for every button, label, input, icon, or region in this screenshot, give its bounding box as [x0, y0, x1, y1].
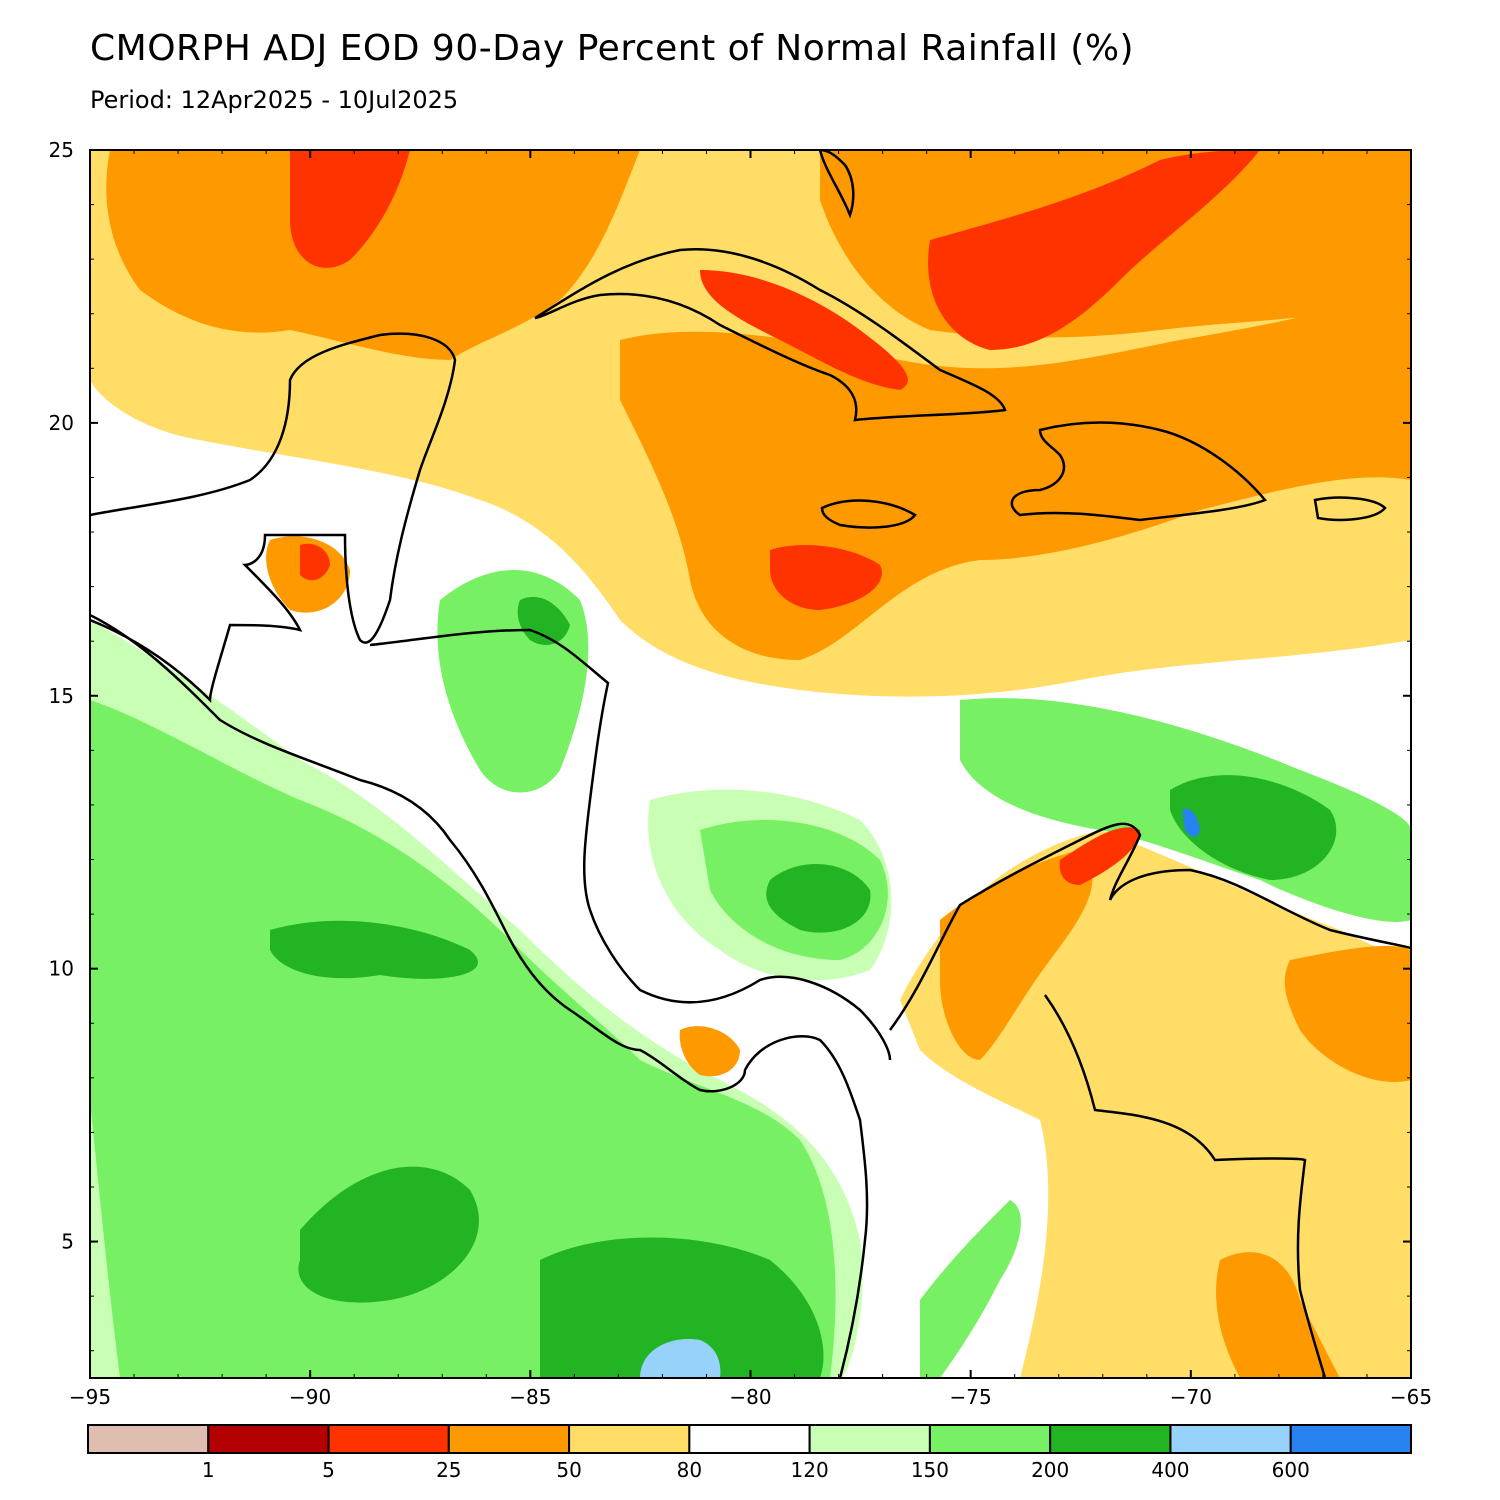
lon-tick-label: −70	[1170, 1385, 1212, 1409]
south-orange	[1216, 1252, 1340, 1378]
lat-tick-label: 20	[49, 411, 74, 435]
lat-tick-label: 15	[49, 684, 74, 708]
pacific-light-blue	[640, 1339, 721, 1378]
colorbar-swatch	[207, 1424, 330, 1454]
north-orange	[106, 150, 640, 360]
caribbean-dark-green	[766, 863, 871, 933]
colorbar-label: 5	[322, 1458, 335, 1482]
colorbar-swatch	[808, 1424, 931, 1454]
colorbar-label: 1	[202, 1458, 215, 1482]
central-red	[770, 545, 882, 610]
cuba-red	[700, 270, 908, 390]
colorbar-swatch	[1289, 1424, 1413, 1454]
colorbar-swatch	[327, 1424, 450, 1454]
axis-ticks: −95 −90 −85 −80 −75 −70 −65 25 20 15 10 5	[49, 138, 1433, 1409]
colorbar-label: 200	[1031, 1458, 1069, 1482]
lat-tick-label: 10	[49, 957, 74, 981]
aruba-blue	[1182, 808, 1200, 837]
gulf-red	[290, 150, 410, 268]
lon-tick-label: −95	[69, 1385, 111, 1409]
rainfall-field	[90, 150, 1411, 1378]
colombia-orange	[940, 850, 1093, 1060]
colorbar-label: 25	[436, 1458, 461, 1482]
panama-orange	[679, 1026, 740, 1077]
lon-tick-label: −85	[509, 1385, 551, 1409]
yucatan-outline	[90, 332, 457, 704]
coastlines	[90, 150, 1411, 1378]
e-caribbean-dark-green	[1170, 775, 1337, 880]
colorbar-swatch	[87, 1424, 210, 1454]
colombia-green-strip	[920, 1200, 1021, 1378]
andes-border	[1043, 994, 1327, 1378]
venezuela-orange	[1284, 945, 1411, 1082]
colorbar-label: 600	[1272, 1458, 1310, 1482]
colorbar-label: 150	[911, 1458, 949, 1482]
colorbar-label: 80	[677, 1458, 702, 1482]
jamaica-outline	[820, 499, 917, 529]
hispaniola-outline	[1010, 421, 1268, 522]
mexico-red	[300, 543, 330, 581]
colorbar-label: 400	[1151, 1458, 1189, 1482]
colorbar-swatch	[688, 1424, 811, 1454]
lon-tick-label: −90	[289, 1385, 331, 1409]
lon-tick-label: −80	[729, 1385, 771, 1409]
central-america-caribbean-coast	[369, 628, 892, 1061]
colorbar-swatch	[1169, 1424, 1292, 1454]
colorbar-swatch	[447, 1424, 571, 1454]
cuba-outline	[534, 248, 1007, 422]
pacific-dark-green-b	[298, 1166, 479, 1303]
lon-tick-label: −75	[950, 1385, 992, 1409]
colorbar-label: 50	[556, 1458, 581, 1482]
ne-red	[928, 150, 1260, 350]
colorbar-swatch	[928, 1424, 1052, 1454]
period-subtitle: Period: 12Apr2025 - 10Jul2025	[90, 86, 459, 114]
puerto-rico-outline	[1313, 496, 1387, 522]
guajira-red	[1059, 827, 1140, 885]
lat-tick-label: 5	[61, 1230, 74, 1254]
map-title: CMORPH ADJ EOD 90-Day Percent of Normal …	[90, 28, 1135, 69]
central-america-pacific-coast	[90, 613, 869, 1378]
lon-tick-label: −65	[1390, 1385, 1432, 1409]
lat-tick-label: 25	[49, 138, 74, 162]
colombia-venezuela-coast	[888, 822, 1411, 1031]
pacific-green	[90, 700, 836, 1378]
honduras-dark-green	[517, 596, 570, 645]
colorbar: 1 5 25 50 80 120 150 200 400 600	[87, 1424, 1413, 1482]
pacific-dark-green-a	[270, 920, 478, 979]
colorbar-label: 120	[791, 1458, 829, 1482]
colorbar-swatch	[568, 1424, 691, 1454]
florida-outline	[818, 150, 855, 219]
pacific-dark-green-c	[540, 1237, 824, 1378]
colorbar-swatch	[1049, 1424, 1172, 1454]
